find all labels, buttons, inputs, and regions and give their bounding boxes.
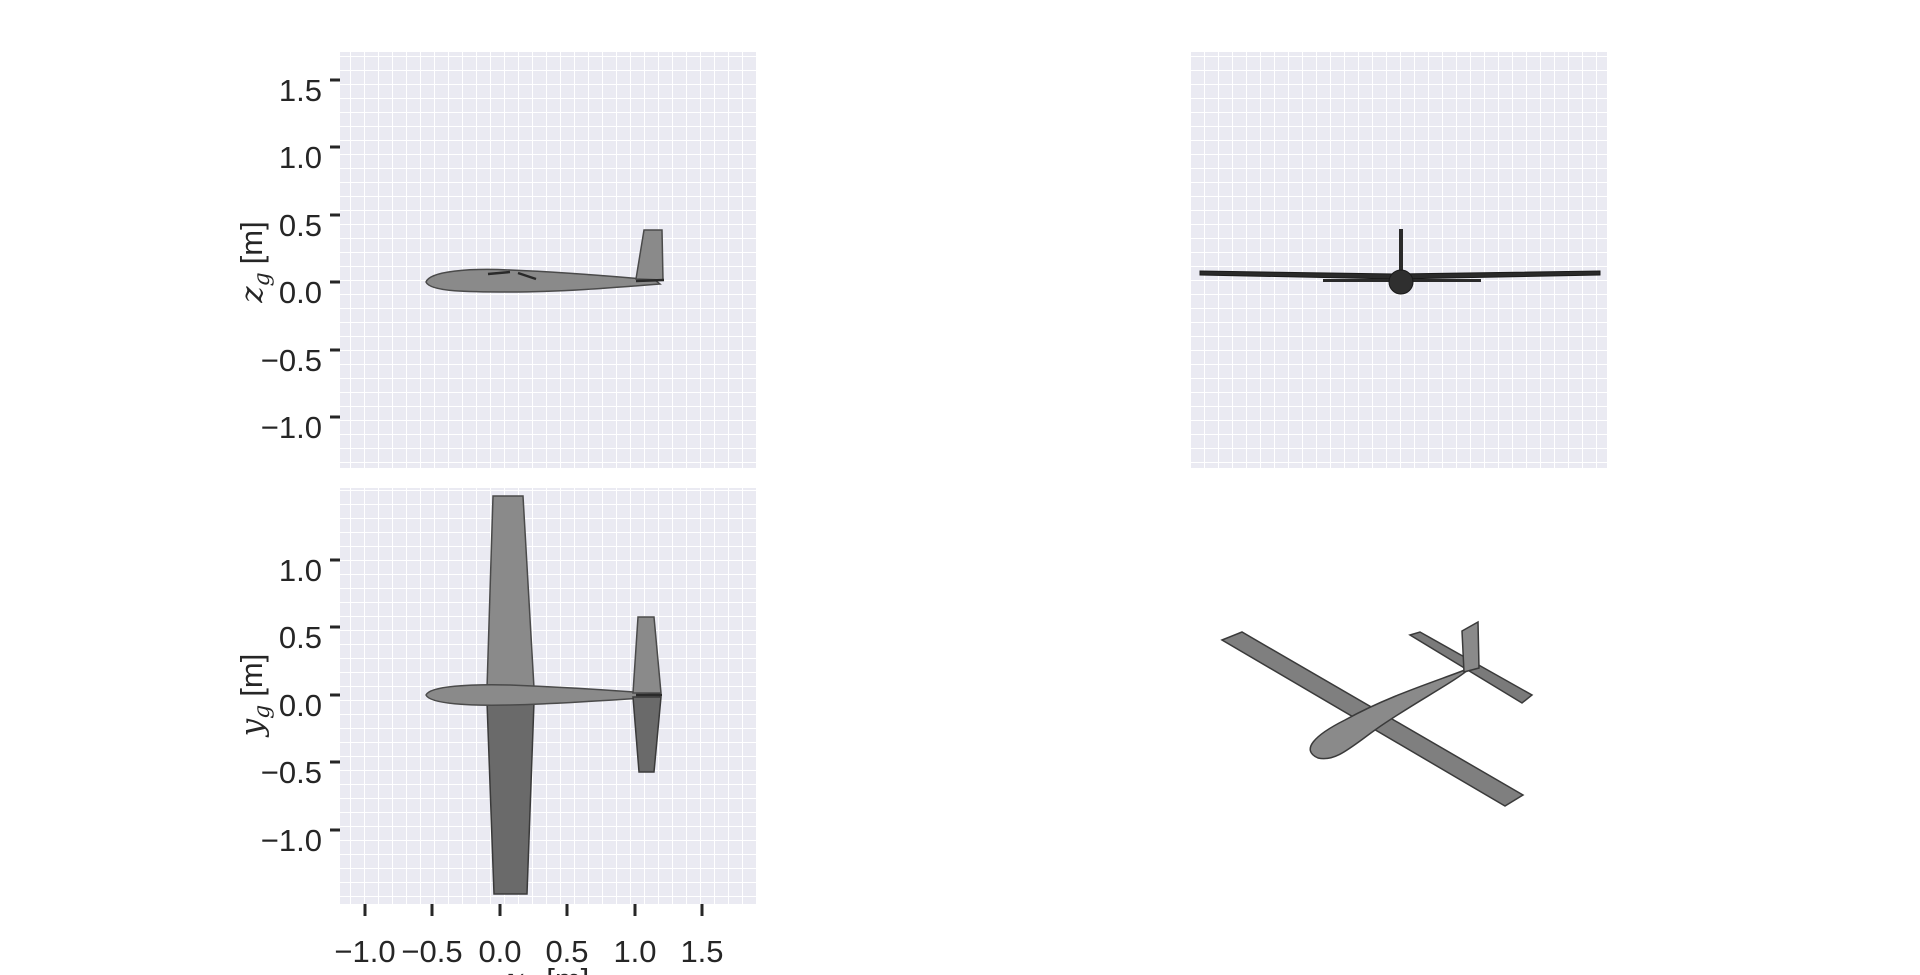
side-y-tick-label: 1.0 xyxy=(279,140,322,175)
horizontal-tail-top-lower xyxy=(632,696,662,773)
unit: [m] xyxy=(234,221,269,264)
side-view-y-tick-labels: 1.5 1.0 0.5 0.0 −0.5 −1.0 xyxy=(261,73,322,445)
top-view-x-tick-labels: −1.0 −0.5 0.0 0.5 1.0 1.5 xyxy=(334,934,723,969)
x-symbol: x xyxy=(507,962,525,975)
top-view-panel: 1.0 0.5 0.0 −0.5 −1.0 yg [m] −1.0 −0.5 0.… xyxy=(234,488,756,975)
x-tick-label: 0.5 xyxy=(545,934,588,969)
unit: [m] xyxy=(546,962,589,975)
top-y-tick-label: 1.0 xyxy=(279,553,322,588)
top-view-x-axis-label: xg[m] xyxy=(507,962,590,975)
fuselage-iso xyxy=(1309,667,1471,760)
side-y-tick-label: 0.5 xyxy=(279,208,322,243)
horizontal-tail-top-upper xyxy=(632,616,662,694)
wing-root-line xyxy=(487,270,511,276)
side-y-tick-label: −1.0 xyxy=(261,410,322,445)
g-subscript: g xyxy=(250,272,275,286)
aircraft-side-view xyxy=(425,229,665,293)
aircraft-top-view xyxy=(425,495,662,895)
top-y-tick-label: 0.5 xyxy=(279,620,322,655)
aircraft-isometric-view xyxy=(1220,620,1534,807)
vertical-tail-iso xyxy=(1461,620,1480,673)
horizontal-tail-side xyxy=(635,278,665,283)
wing-top-lower xyxy=(486,701,535,895)
vertical-tail-front xyxy=(1399,229,1403,279)
side-y-tick-label: −0.5 xyxy=(261,343,322,378)
x-tick-label: 1.5 xyxy=(680,934,723,969)
front-view-panel xyxy=(1191,52,1607,468)
top-view-x-ticks xyxy=(363,904,704,916)
fuselage-front xyxy=(1388,269,1414,295)
g-subscript: g xyxy=(250,705,275,719)
side-view-y-axis-label: zg [m] xyxy=(234,221,275,304)
top-y-tick-label: −0.5 xyxy=(261,755,322,790)
aircraft-front-view xyxy=(1199,229,1601,295)
wing-root-line xyxy=(517,271,537,281)
isometric-view-panel xyxy=(1220,620,1534,807)
top-view-y-ticks xyxy=(330,558,340,832)
x-tick-label: 0.0 xyxy=(478,934,521,969)
side-y-tick-label: 1.5 xyxy=(279,73,322,108)
top-view-y-axis-label: yg [m] xyxy=(234,654,275,739)
top-y-tick-label: 0.0 xyxy=(279,688,322,723)
unit: [m] xyxy=(234,654,269,697)
x-tick-label: 1.0 xyxy=(613,934,656,969)
x-tick-label: −1.0 xyxy=(334,934,395,969)
y-symbol: y xyxy=(234,718,270,738)
z-symbol: z xyxy=(234,286,270,304)
top-y-tick-label: −1.0 xyxy=(261,823,322,858)
side-view-y-ticks xyxy=(330,78,340,419)
top-view-y-tick-labels: 1.0 0.5 0.0 −0.5 −1.0 xyxy=(261,553,322,858)
x-tick-label: −0.5 xyxy=(401,934,462,969)
side-y-tick-label: 0.0 xyxy=(279,275,322,310)
side-view-background xyxy=(340,52,756,468)
side-view-panel: 1.5 1.0 0.5 0.0 −0.5 −1.0 zg [m] xyxy=(234,52,756,468)
fuselage-side xyxy=(425,268,662,293)
